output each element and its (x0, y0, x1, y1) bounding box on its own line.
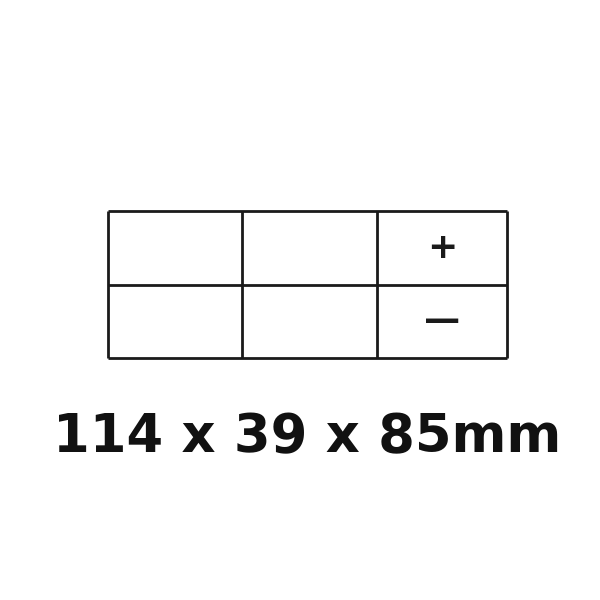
Text: +: + (427, 230, 458, 265)
Text: 114 x 39 x 85mm: 114 x 39 x 85mm (53, 411, 562, 463)
Text: —: — (424, 304, 460, 338)
